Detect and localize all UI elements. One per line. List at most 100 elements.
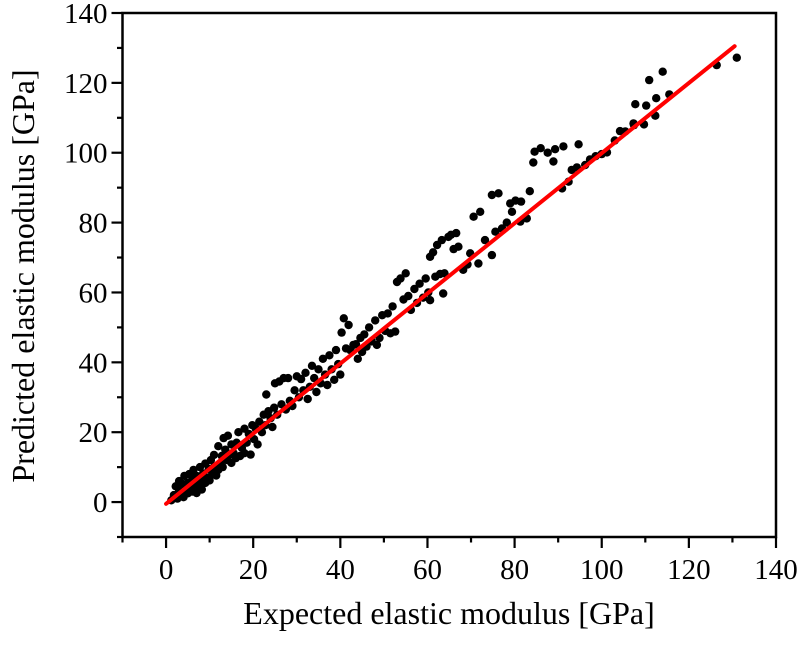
data-point <box>574 140 583 149</box>
data-point <box>543 148 552 157</box>
data-point <box>223 431 233 440</box>
data-point <box>312 387 321 397</box>
fit-line-layer <box>164 44 737 506</box>
data-point <box>364 323 374 332</box>
data-point <box>255 417 264 426</box>
data-point <box>476 207 485 216</box>
data-point <box>283 373 293 383</box>
data-point <box>197 485 206 494</box>
data-point <box>437 235 446 245</box>
y-tick-label: 80 <box>79 208 108 240</box>
data-point <box>549 157 558 166</box>
data-point <box>301 368 310 377</box>
data-point <box>645 75 654 85</box>
scatter-points <box>167 53 741 505</box>
data-point <box>383 309 392 318</box>
data-point <box>732 53 741 62</box>
data-point <box>559 142 568 151</box>
data-point <box>396 274 405 283</box>
data-point <box>360 330 369 339</box>
plot-frame <box>121 11 778 539</box>
data-point <box>440 269 449 278</box>
data-point <box>234 428 243 437</box>
data-point <box>218 462 227 472</box>
data-point <box>536 144 545 153</box>
data-point <box>550 145 560 154</box>
data-point <box>401 269 410 278</box>
data-point <box>391 327 400 336</box>
data-point <box>314 365 323 374</box>
x-tick-label: 100 <box>580 554 624 586</box>
data-point <box>494 189 503 198</box>
data-point <box>439 289 448 298</box>
data-point <box>371 316 380 325</box>
data-point <box>268 422 277 432</box>
data-point <box>658 67 667 76</box>
y-axis-title: Predicted elastic modulus [GPa] <box>5 69 41 482</box>
data-point <box>353 354 362 363</box>
data-point <box>507 207 517 216</box>
data-point <box>269 403 279 412</box>
data-point <box>404 291 413 301</box>
y-tick-label: 20 <box>79 417 108 449</box>
data-point <box>331 345 341 355</box>
data-point <box>631 100 640 109</box>
x-tick-label: 80 <box>500 554 529 586</box>
data-point <box>421 274 430 283</box>
y-tick-label: 100 <box>64 138 108 170</box>
data-point <box>310 373 319 383</box>
tick-labels: 0 20 40 60 80 100 120 140 0 20 40 60 80 100 120 140 <box>64 0 798 586</box>
data-point <box>525 187 534 196</box>
data-point <box>516 197 526 206</box>
x-tick-label: 60 <box>413 554 442 586</box>
data-point <box>339 314 348 323</box>
data-point <box>351 340 361 349</box>
x-tick-label: 120 <box>667 554 711 586</box>
data-point <box>428 248 438 257</box>
data-point <box>502 218 511 227</box>
data-point <box>330 375 339 384</box>
data-point <box>325 351 334 360</box>
data-point <box>474 259 483 268</box>
data-point <box>303 394 312 404</box>
data-point <box>372 340 382 350</box>
x-tick-label: 140 <box>754 554 798 586</box>
data-point <box>388 302 397 311</box>
data-point <box>253 440 262 449</box>
x-tick-label: 40 <box>326 554 355 586</box>
y-tick-label: 140 <box>64 0 108 30</box>
x-tick-label: 20 <box>239 554 268 586</box>
y-tick-label: 40 <box>79 347 108 379</box>
y-tick-label: 0 <box>93 487 108 519</box>
data-point <box>246 450 255 459</box>
data-point <box>336 370 345 379</box>
data-point <box>262 390 271 399</box>
data-point <box>652 94 661 103</box>
data-point <box>529 158 538 167</box>
data-point <box>307 361 317 370</box>
data-point <box>642 101 651 110</box>
x-tick-label: 0 <box>159 554 174 586</box>
data-point <box>487 250 497 260</box>
data-point <box>214 442 223 451</box>
data-point <box>337 328 346 337</box>
data-point <box>410 284 419 294</box>
data-point <box>296 374 306 384</box>
data-point <box>530 147 539 156</box>
data-point <box>415 279 424 288</box>
data-point <box>491 227 500 236</box>
data-point <box>454 242 463 251</box>
data-point <box>480 235 490 245</box>
data-point <box>290 386 299 395</box>
fit-line <box>164 44 737 506</box>
data-point <box>323 380 332 390</box>
data-point <box>452 228 461 238</box>
data-point <box>469 212 478 221</box>
data-point <box>318 354 328 363</box>
x-axis-title: Expected elastic modulus [GPa] <box>243 595 654 631</box>
data-point <box>209 450 219 460</box>
data-point <box>205 476 214 485</box>
y-tick-label: 120 <box>64 68 108 100</box>
